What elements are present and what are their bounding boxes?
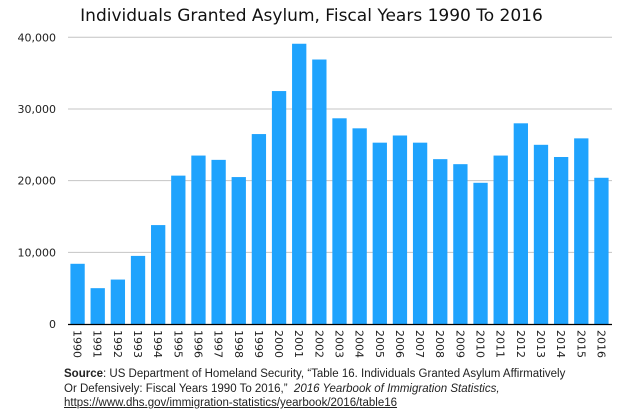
bar-1999: [251, 134, 267, 324]
bar-2014: [553, 156, 569, 324]
bar-2001: [292, 43, 307, 324]
bar-2005: [372, 142, 387, 324]
bar-2009: [453, 164, 468, 324]
x-tick-label: 1996: [191, 330, 204, 358]
bar-2010: [473, 182, 488, 324]
bar-1990: [70, 263, 85, 324]
x-tick-label: 2012: [514, 330, 527, 358]
x-tick-label: 1997: [212, 330, 225, 358]
source-label: Source: [64, 368, 103, 380]
bar-2012: [513, 123, 528, 324]
bar-2003: [332, 118, 347, 324]
bar-2002: [312, 59, 327, 324]
y-tick-label: 10,000: [18, 246, 57, 259]
x-tick-label: 2000: [272, 330, 285, 358]
x-tick-label: 1991: [91, 330, 104, 358]
bar-2000: [271, 91, 287, 325]
bar-2008: [433, 159, 448, 324]
x-tick-label: 2004: [353, 330, 366, 358]
x-tick-label: 2009: [453, 330, 466, 358]
bar-2006: [392, 135, 408, 324]
y-tick-label: 40,000: [18, 31, 57, 44]
source-text-1: : US Department of Homeland Security, “T…: [103, 368, 566, 380]
bar-1998: [231, 177, 246, 324]
bar-1996: [191, 155, 206, 324]
bar-1992: [110, 279, 126, 324]
bar-2016: [594, 177, 609, 324]
x-tick-label: 1993: [131, 330, 144, 358]
x-tick-label: 2008: [433, 330, 446, 358]
source-text-2: Or Defensively: Fiscal Years 1990 To 201…: [64, 382, 288, 395]
y-tick-label: 20,000: [18, 175, 57, 188]
x-tick-label: 2016: [594, 330, 607, 358]
x-tick-label: 1992: [111, 330, 124, 358]
x-tick-label: 2002: [312, 330, 325, 358]
bar-2015: [574, 138, 589, 324]
bar-2004: [352, 128, 367, 324]
chart-title: Individuals Granted Asylum, Fiscal Years…: [80, 6, 543, 26]
y-tick-label: 0: [49, 318, 56, 331]
bar-1997: [211, 159, 226, 324]
bar-chart: 0 10,000 20,000 30,000 40,000 1990 1991 1992 199…: [18, 31, 612, 358]
x-tick-label: 2003: [333, 330, 346, 358]
x-tick-label: 1999: [252, 330, 265, 358]
bar-1994: [151, 225, 166, 324]
x-tick-label: 2013: [534, 330, 547, 358]
bar-1995: [171, 175, 186, 324]
bar-2011: [493, 155, 508, 324]
bar-1993: [130, 255, 146, 324]
x-tick-label: 2007: [413, 330, 426, 358]
bar-2013: [533, 144, 549, 324]
source-link[interactable]: https://www.dhs.gov/immigration-statisti…: [64, 397, 398, 409]
x-tick-label: 2001: [292, 330, 305, 358]
x-tick-label: 2015: [574, 330, 587, 358]
x-tick-label: 2005: [373, 330, 386, 358]
x-tick-label: 2014: [554, 330, 567, 358]
x-tick-label: 1995: [171, 330, 184, 358]
x-tick-label: 2006: [393, 330, 406, 358]
x-tick-label: 1990: [71, 330, 84, 358]
bar-2007: [412, 142, 428, 324]
x-tick-label: 1994: [151, 330, 164, 358]
x-tick-label: 2010: [474, 330, 487, 358]
x-tick-label: 1998: [232, 330, 245, 358]
bar-1991: [90, 288, 105, 324]
source-note: Source: US Department of Homeland Securi…: [64, 367, 565, 411]
x-tick-label: 2011: [494, 330, 507, 358]
source-publication: 2016 Yearbook of Immigration Statistics,: [293, 382, 500, 395]
y-tick-label: 30,000: [18, 103, 57, 116]
